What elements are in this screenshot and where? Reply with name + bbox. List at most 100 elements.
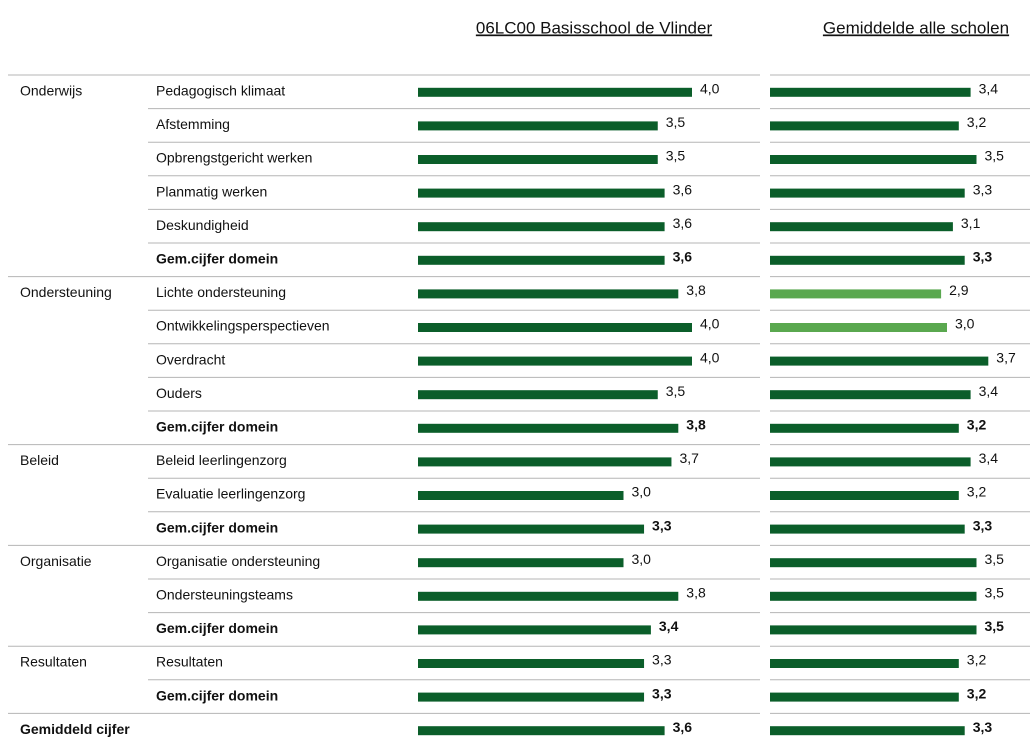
group-label: Resultaten xyxy=(20,654,87,670)
bar xyxy=(418,289,679,299)
bar xyxy=(418,558,624,568)
bar xyxy=(770,491,959,500)
value-label: 3,5 xyxy=(985,585,1005,601)
bar xyxy=(418,692,645,702)
value-label: 3,3 xyxy=(973,249,993,265)
value-label: 3,5 xyxy=(985,148,1005,164)
row-label: Evaluatie leerlingenzorg xyxy=(156,486,305,502)
value-label: 3,8 xyxy=(686,282,706,298)
bar xyxy=(770,726,965,736)
bar xyxy=(418,255,665,265)
group-label: Gemiddeld cijfer xyxy=(20,721,130,737)
bar xyxy=(770,255,965,265)
row-label: Lichte ondersteuning xyxy=(156,284,286,300)
value-label: 3,2 xyxy=(967,484,987,500)
bar xyxy=(418,87,692,97)
value-label: 3,4 xyxy=(979,383,999,399)
bar xyxy=(418,188,665,198)
row-label: Beleid leerlingenzorg xyxy=(156,452,287,468)
row-label: Gem.cijfer domein xyxy=(156,519,278,535)
value-label: 3,2 xyxy=(967,114,987,130)
row-label: Deskundigheid xyxy=(156,217,249,233)
row-label: Gem.cijfer domein xyxy=(156,419,278,435)
bar xyxy=(418,222,665,232)
bar xyxy=(418,121,658,131)
value-label: 3,7 xyxy=(679,450,699,466)
bar xyxy=(418,524,645,534)
value-label: 3,0 xyxy=(955,316,975,332)
bar xyxy=(770,625,977,635)
value-label: 3,5 xyxy=(666,114,686,130)
bar xyxy=(418,356,692,366)
row-label: Planmatig werken xyxy=(156,183,267,199)
value-label: 3,2 xyxy=(967,652,987,668)
value-label: 3,6 xyxy=(673,215,693,231)
bar xyxy=(418,390,658,400)
value-label: 3,2 xyxy=(967,417,987,433)
value-label: 3,3 xyxy=(973,181,993,197)
row-label: Afstemming xyxy=(156,116,230,132)
group-label: Organisatie xyxy=(20,553,92,569)
value-label: 3,2 xyxy=(967,685,987,701)
value-label: 3,8 xyxy=(686,585,706,601)
value-label: 3,5 xyxy=(985,618,1005,634)
row-label: Ouders xyxy=(156,385,202,401)
bar xyxy=(770,222,953,232)
value-label: 3,1 xyxy=(961,215,981,231)
bar xyxy=(770,356,989,366)
bar xyxy=(418,491,624,500)
value-label: 3,4 xyxy=(979,81,999,97)
bar xyxy=(770,155,977,164)
bar xyxy=(770,423,959,433)
bar xyxy=(418,323,692,332)
bar xyxy=(770,659,959,668)
bar xyxy=(770,558,977,568)
group-label: Beleid xyxy=(20,452,59,468)
series-header: Gemiddelde alle scholen xyxy=(823,18,1009,37)
value-label: 3,0 xyxy=(632,484,652,500)
bar xyxy=(418,625,651,635)
value-label: 3,0 xyxy=(632,551,652,567)
row-label: Ondersteuningsteams xyxy=(156,587,293,603)
bar xyxy=(770,390,971,400)
value-label: 4,0 xyxy=(700,316,720,332)
series-header: 06LC00 Basisschool de Vlinder xyxy=(476,18,713,37)
value-label: 3,6 xyxy=(673,719,693,735)
bar xyxy=(418,591,679,601)
bar xyxy=(418,423,679,433)
value-label: 3,5 xyxy=(666,383,686,399)
value-label: 3,3 xyxy=(973,719,993,735)
value-label: 3,8 xyxy=(686,417,706,433)
bar xyxy=(770,524,965,534)
value-label: 4,0 xyxy=(700,81,720,97)
group-label: Ondersteuning xyxy=(20,284,112,300)
value-label: 3,7 xyxy=(996,349,1016,365)
bar xyxy=(770,121,959,131)
value-label: 3,6 xyxy=(673,181,693,197)
row-label: Organisatie ondersteuning xyxy=(156,553,320,569)
value-label: 3,3 xyxy=(652,652,672,668)
value-label: 3,3 xyxy=(652,685,672,701)
bar xyxy=(770,457,971,467)
row-label: Resultaten xyxy=(156,654,223,670)
row-label: Overdracht xyxy=(156,351,225,367)
group-label: Onderwijs xyxy=(20,83,82,99)
value-label: 4,0 xyxy=(700,349,720,365)
row-label: Opbrengstgericht werken xyxy=(156,150,312,166)
bar xyxy=(770,289,942,299)
bar xyxy=(770,692,959,702)
bar xyxy=(418,726,665,736)
row-label: Gem.cijfer domein xyxy=(156,687,278,703)
bar xyxy=(770,323,947,332)
bar xyxy=(770,591,977,601)
value-label: 3,3 xyxy=(652,517,672,533)
row-label: Pedagogisch klimaat xyxy=(156,83,285,99)
row-label: Ontwikkelingsperspectieven xyxy=(156,318,330,334)
value-label: 3,5 xyxy=(985,551,1005,567)
bar xyxy=(418,457,672,467)
bar xyxy=(418,155,658,164)
bar xyxy=(770,87,971,97)
value-label: 3,6 xyxy=(673,249,693,265)
